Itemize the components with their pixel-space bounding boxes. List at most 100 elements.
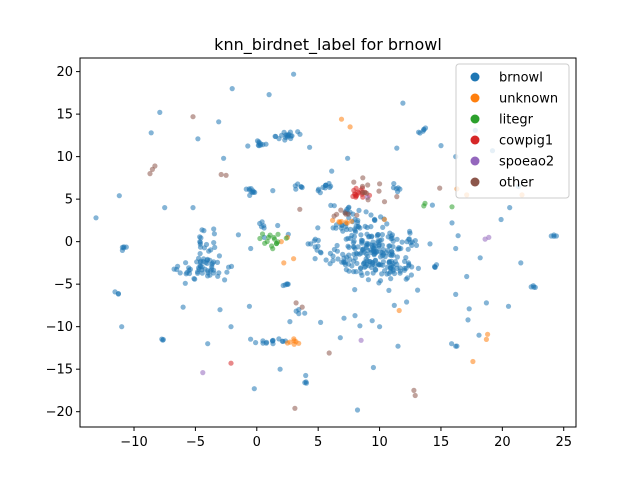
point-brnowl — [358, 265, 364, 271]
point-brnowl — [207, 272, 213, 278]
point-other — [152, 163, 158, 169]
point-brnowl — [394, 254, 400, 260]
point-brnowl — [275, 222, 281, 229]
point-brnowl — [245, 143, 251, 149]
point-brnowl — [334, 248, 340, 254]
point-brnowl — [284, 281, 290, 287]
point-other — [377, 181, 383, 187]
x-tick-label: 15 — [433, 435, 450, 450]
point-brnowl — [148, 130, 154, 136]
point-brnowl — [369, 233, 375, 239]
point-brnowl — [415, 265, 421, 271]
point-cowpig1 — [352, 191, 358, 198]
point-brnowl — [266, 92, 272, 98]
point-brnowl — [400, 100, 406, 106]
point-brnowl — [341, 259, 347, 265]
point-litegr — [271, 234, 277, 241]
point-litegr — [262, 240, 268, 246]
point-brnowl — [311, 238, 317, 244]
point-brnowl — [388, 233, 394, 239]
point-brnowl — [228, 324, 234, 330]
point-brnowl — [224, 269, 230, 275]
y-tick-label: −10 — [46, 320, 73, 335]
point-brnowl — [116, 193, 122, 199]
point-unknown — [281, 260, 287, 266]
point-brnowl — [216, 253, 222, 259]
point-brnowl — [404, 275, 411, 281]
point-brnowl — [384, 221, 390, 227]
point-brnowl — [343, 267, 349, 273]
point-brnowl — [407, 230, 413, 236]
point-spoeao2 — [358, 337, 364, 343]
point-unknown — [293, 339, 299, 345]
point-brnowl — [119, 324, 125, 330]
point-unknown — [348, 218, 355, 224]
point-brnowl — [548, 233, 554, 239]
point-cowpig1 — [351, 187, 357, 193]
point-other — [359, 183, 366, 189]
point-brnowl — [201, 256, 207, 262]
point-brnowl — [312, 256, 318, 262]
point-unknown — [284, 340, 291, 346]
point-brnowl — [391, 302, 397, 308]
point-brnowl — [477, 255, 483, 261]
point-brnowl — [318, 250, 324, 256]
point-brnowl — [302, 310, 308, 316]
point-brnowl — [174, 266, 180, 273]
point-brnowl — [387, 243, 393, 249]
y-tick-label: 15 — [56, 108, 73, 123]
point-brnowl — [208, 247, 214, 253]
point-unknown — [396, 307, 402, 314]
point-other — [360, 175, 366, 181]
series-spoeao2 — [200, 194, 492, 376]
point-other — [412, 392, 418, 399]
point-other — [299, 304, 305, 310]
point-brnowl — [199, 270, 205, 276]
x-tick-label: 10 — [371, 435, 388, 450]
point-brnowl — [295, 129, 301, 135]
point-brnowl — [190, 205, 196, 211]
point-brnowl — [307, 144, 313, 150]
point-brnowl — [183, 260, 189, 266]
point-brnowl — [370, 364, 376, 371]
point-brnowl — [329, 168, 335, 174]
legend-box — [455, 63, 570, 199]
point-unknown — [347, 124, 353, 130]
point-brnowl — [498, 216, 504, 223]
point-litegr — [269, 243, 275, 249]
point-brnowl — [191, 276, 197, 282]
point-brnowl — [197, 259, 204, 265]
point-brnowl — [449, 341, 455, 347]
point-spoeao2 — [482, 236, 488, 242]
point-brnowl — [177, 270, 183, 276]
point-brnowl — [251, 386, 257, 392]
point-brnowl — [405, 246, 411, 252]
point-unknown — [381, 216, 388, 223]
point-brnowl — [345, 235, 351, 241]
point-brnowl — [211, 226, 217, 232]
point-brnowl — [293, 308, 299, 314]
point-brnowl — [211, 240, 217, 246]
point-brnowl — [363, 209, 369, 215]
point-brnowl — [362, 223, 368, 229]
point-brnowl — [362, 264, 368, 270]
point-other — [338, 207, 344, 213]
point-brnowl — [115, 291, 121, 297]
point-other — [381, 199, 388, 205]
point-brnowl — [162, 205, 168, 211]
point-brnowl — [255, 142, 261, 148]
point-brnowl — [261, 225, 267, 231]
point-brnowl — [364, 258, 370, 264]
point-brnowl — [386, 287, 392, 293]
point-brnowl — [364, 270, 370, 276]
point-brnowl — [214, 259, 221, 265]
point-brnowl — [380, 262, 386, 268]
point-other — [218, 171, 224, 178]
point-unknown — [470, 358, 476, 365]
point-brnowl — [505, 303, 512, 309]
point-brnowl — [338, 225, 344, 231]
point-brnowl — [427, 241, 433, 247]
point-litegr — [275, 231, 281, 237]
point-unknown — [483, 336, 489, 342]
point-brnowl — [327, 261, 333, 267]
